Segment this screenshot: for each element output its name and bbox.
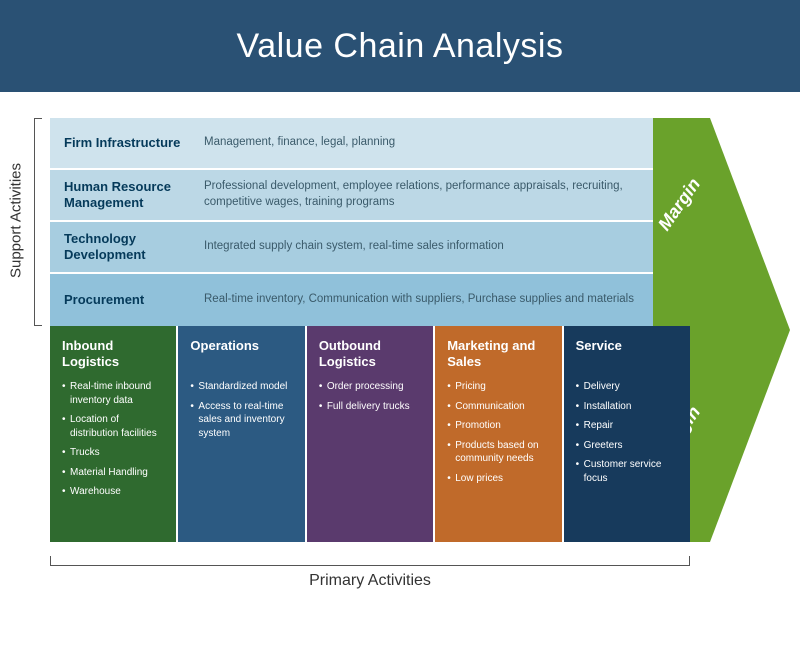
primary-column-item: Products based on community needs: [447, 439, 551, 466]
primary-column-item: Pricing: [447, 380, 551, 394]
primary-column-title: Operations: [190, 338, 294, 370]
primary-column-item: Order processing: [319, 380, 423, 394]
support-row: ProcurementReal-time inventory, Communic…: [50, 274, 653, 326]
primary-column-item: Greeters: [576, 439, 680, 453]
support-row: Technology DevelopmentIntegrated supply …: [50, 222, 653, 274]
support-row-label: Human Resource Management: [50, 170, 200, 220]
support-row-desc: Management, finance, legal, planning: [200, 118, 653, 168]
primary-column-item: Warehouse: [62, 485, 166, 499]
primary-column: Service Delivery Installation Repair Greeter…: [564, 326, 690, 542]
primary-column: Operations Standardized model Access to re…: [178, 326, 304, 542]
primary-column-title: Service: [576, 338, 680, 370]
primary-column-item: Installation: [576, 400, 680, 414]
primary-column-item: Communication: [447, 400, 551, 414]
support-row-label: Firm Infrastructure: [50, 118, 200, 168]
primary-activities-bracket: [50, 556, 690, 566]
primary-column-title: Inbound Logistics: [62, 338, 166, 370]
primary-column-list: Pricing Communication Promotion Products ba…: [447, 380, 551, 485]
primary-column-list: Delivery Installation Repair Greeters Custom…: [576, 380, 680, 485]
primary-column-title: Outbound Logistics: [319, 338, 423, 370]
primary-column-item: Material Handling: [62, 466, 166, 480]
primary-activities: Inbound Logistics Real-time inbound inven…: [50, 326, 690, 542]
primary-column-title: Marketing and Sales: [447, 338, 551, 370]
margin-label-top: Margin: [654, 174, 705, 234]
primary-column-item: Access to real-time sales and inventory …: [190, 400, 294, 441]
margin-arrow-head: [710, 118, 790, 542]
support-activities: Firm InfrastructureManagement, finance, …: [50, 118, 653, 326]
primary-column-list: Order processing Full delivery trucks: [319, 380, 423, 413]
support-row-desc: Integrated supply chain system, real-tim…: [200, 222, 653, 272]
primary-column-item: Repair: [576, 419, 680, 433]
primary-column-item: Customer service focus: [576, 458, 680, 485]
support-row-desc: Professional development, employee relat…: [200, 170, 653, 220]
primary-column: Outbound Logistics Order processing Full d…: [307, 326, 433, 542]
primary-column-item: Full delivery trucks: [319, 400, 423, 414]
support-row-label: Technology Development: [50, 222, 200, 272]
primary-column: Marketing and SalesPricingCommunicationP…: [435, 326, 561, 542]
page-title: Value Chain Analysis: [237, 27, 564, 65]
support-row-desc: Real-time inventory, Communication with …: [200, 274, 653, 326]
primary-column-item: Real-time inbound inventory data: [62, 380, 166, 407]
primary-column-item: Standardized model: [190, 380, 294, 394]
primary-column-list: Standardized model Access to real-time sa…: [190, 380, 294, 440]
diagram-stage: Support Activities Margin Margin Firm In…: [0, 92, 800, 654]
support-row: Firm InfrastructureManagement, finance, …: [50, 118, 653, 170]
page-header: Value Chain Analysis: [0, 0, 800, 92]
support-row: Human Resource ManagementProfessional de…: [50, 170, 653, 222]
primary-column-item: Delivery: [576, 380, 680, 394]
support-activities-label: Support Activities: [8, 156, 25, 286]
primary-column-item: Location of distribution facilities: [62, 413, 166, 440]
primary-activities-label: Primary Activities: [50, 572, 690, 590]
primary-column-list: Real-time inbound inventory data Location…: [62, 380, 166, 499]
support-activities-bracket: [34, 118, 42, 326]
support-activities-label-wrap: Support Activities: [6, 118, 26, 326]
primary-column: Inbound Logistics Real-time inbound inven…: [50, 326, 176, 542]
primary-column-item: Trucks: [62, 446, 166, 460]
primary-column-item: Low prices: [447, 472, 551, 486]
support-row-label: Procurement: [50, 274, 200, 326]
primary-column-item: Promotion: [447, 419, 551, 433]
